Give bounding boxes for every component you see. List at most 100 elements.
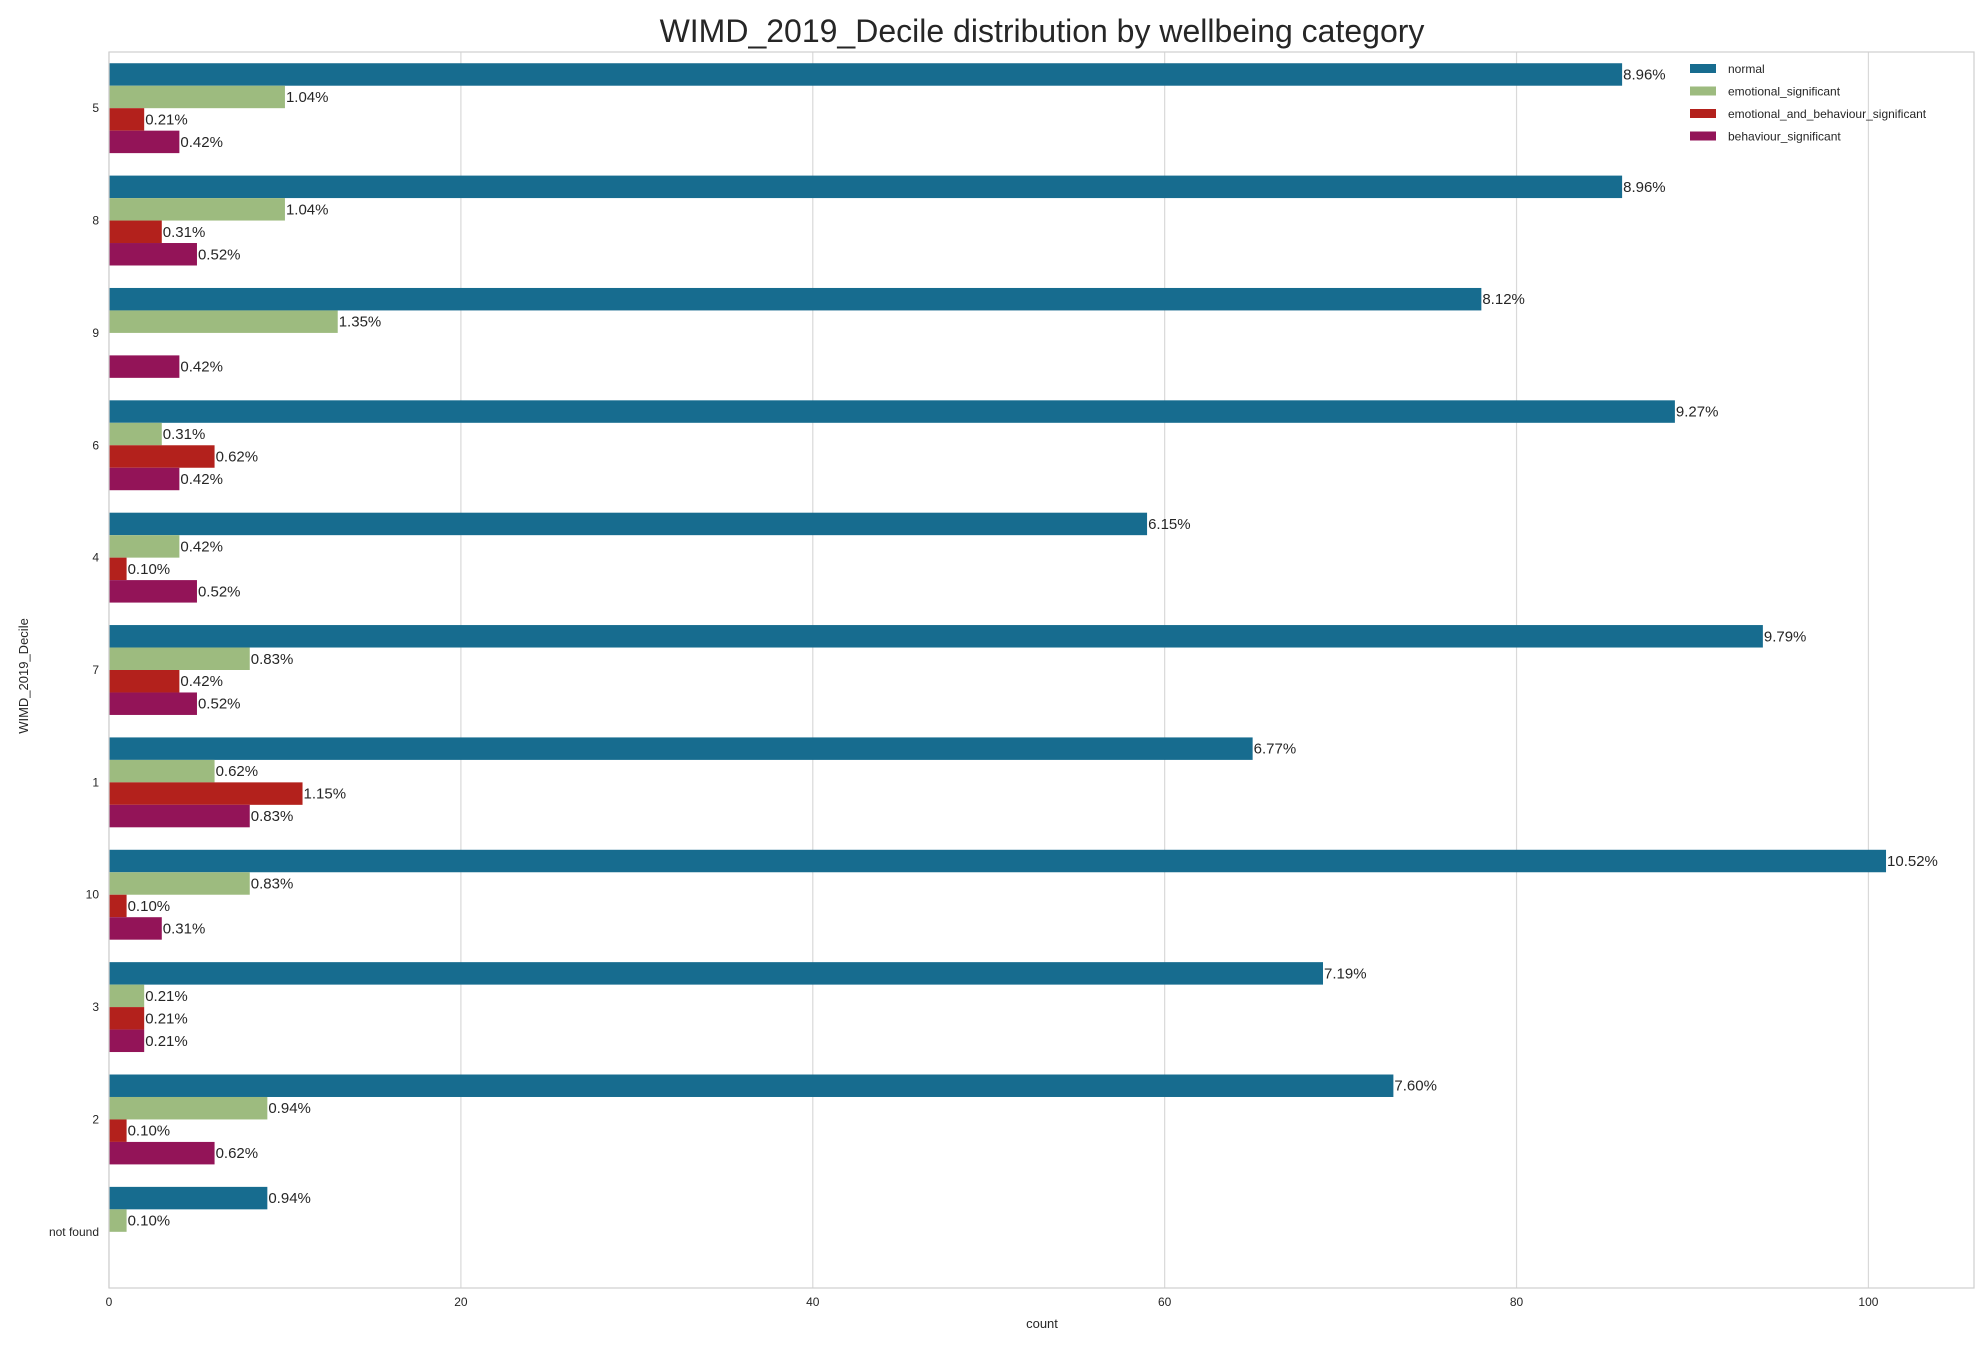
y-tick-label: 7 bbox=[92, 663, 99, 677]
y-tick-label: not found bbox=[49, 1225, 99, 1239]
bar-label: 0.21% bbox=[145, 111, 188, 128]
bar-label: 0.10% bbox=[128, 898, 171, 915]
bar-label: 0.94% bbox=[268, 1100, 311, 1117]
legend-label: emotional_significant bbox=[1728, 85, 1841, 99]
x-tick-label: 60 bbox=[1158, 1295, 1172, 1309]
bar-label: 0.62% bbox=[216, 449, 259, 466]
bar-label: 0.31% bbox=[163, 224, 206, 241]
bar-label: 1.15% bbox=[304, 786, 347, 803]
bar bbox=[109, 849, 1887, 873]
bar-label: 0.42% bbox=[180, 673, 223, 690]
legend-swatch bbox=[1690, 64, 1716, 73]
bar-labels: 8.96% 1.04% 0.21% 0.42% 8.96% 1.04% 0.31% 0.52%… bbox=[128, 66, 1938, 1229]
bar bbox=[109, 535, 180, 558]
bar bbox=[109, 1007, 145, 1030]
bar-label: 0.10% bbox=[128, 1123, 171, 1140]
bar-label: 0.21% bbox=[145, 1033, 188, 1050]
x-tick-label: 100 bbox=[1858, 1295, 1878, 1309]
legend-label: behaviour_significant bbox=[1728, 130, 1841, 144]
bar-label: 8.12% bbox=[1482, 291, 1525, 308]
y-tick-label: 1 bbox=[92, 775, 99, 789]
plot-frame bbox=[108, 51, 1975, 1289]
bar-label: 6.77% bbox=[1254, 741, 1297, 758]
x-tick-label: 20 bbox=[454, 1295, 468, 1309]
x-axis-ticks: 0 20 40 60 80 100 bbox=[106, 1295, 1879, 1309]
bar bbox=[109, 804, 250, 828]
bar-label: 6.15% bbox=[1148, 516, 1191, 533]
bar bbox=[109, 759, 215, 783]
bar bbox=[109, 782, 303, 805]
bar bbox=[109, 1186, 268, 1210]
bar bbox=[109, 108, 145, 131]
y-tick-label: 5 bbox=[92, 101, 99, 115]
bar-label: 9.79% bbox=[1764, 628, 1807, 645]
bar-label: 0.83% bbox=[251, 651, 294, 668]
bar bbox=[109, 917, 162, 940]
bar bbox=[109, 1119, 127, 1142]
bar bbox=[109, 894, 127, 918]
bar-label: 1.04% bbox=[286, 89, 329, 106]
y-tick-label: 2 bbox=[92, 1112, 99, 1126]
y-tick-label: 8 bbox=[92, 214, 99, 228]
bar bbox=[109, 580, 197, 603]
bar-label: 7.19% bbox=[1324, 965, 1367, 982]
legend-label: emotional_and_behaviour_significant bbox=[1728, 107, 1927, 121]
bar-label: 0.52% bbox=[198, 696, 241, 713]
bar bbox=[109, 1141, 215, 1165]
bars bbox=[109, 63, 1887, 1232]
bar-label: 10.52% bbox=[1887, 853, 1938, 870]
bar bbox=[109, 692, 197, 715]
bar-label: 0.42% bbox=[180, 471, 223, 488]
bar-label: 0.94% bbox=[268, 1190, 311, 1207]
y-tick-label: 9 bbox=[92, 326, 99, 340]
bar-label: 0.83% bbox=[251, 875, 294, 892]
bar bbox=[109, 1096, 268, 1120]
bar bbox=[109, 1029, 145, 1053]
bar-label: 8.96% bbox=[1623, 66, 1666, 83]
y-axis-ticks: 5 8 9 6 4 7 1 10 3 2 not found bbox=[49, 101, 99, 1239]
legend-swatch bbox=[1690, 86, 1716, 96]
bar bbox=[109, 130, 180, 154]
bar bbox=[109, 670, 180, 693]
bar bbox=[109, 1209, 127, 1232]
bar-label: 0.52% bbox=[198, 246, 241, 263]
chart-title: WIMD_2019_Decile distribution by wellbei… bbox=[660, 13, 1425, 49]
bar bbox=[109, 175, 1623, 199]
bar-label: 0.42% bbox=[180, 359, 223, 376]
bar bbox=[109, 400, 1675, 423]
x-tick-label: 80 bbox=[1510, 1295, 1524, 1309]
x-axis-label: count bbox=[1026, 1316, 1058, 1331]
bar bbox=[109, 1074, 1394, 1097]
bar-label: 0.31% bbox=[163, 426, 206, 443]
bar bbox=[109, 445, 215, 468]
bar-label: 0.10% bbox=[128, 1213, 171, 1230]
y-tick-label: 4 bbox=[92, 551, 99, 565]
bar bbox=[109, 737, 1253, 760]
bar bbox=[109, 467, 180, 491]
bar-label: 0.52% bbox=[198, 583, 241, 600]
bar bbox=[109, 872, 250, 895]
y-tick-label: 6 bbox=[92, 438, 99, 452]
bar-label: 9.27% bbox=[1676, 404, 1719, 421]
bar-label: 0.31% bbox=[163, 920, 206, 937]
bar bbox=[109, 962, 1324, 985]
bar-label: 1.04% bbox=[286, 201, 329, 218]
bar-label: 8.96% bbox=[1623, 179, 1666, 196]
bar bbox=[109, 512, 1148, 536]
bar bbox=[109, 355, 180, 378]
x-tick-label: 40 bbox=[806, 1295, 820, 1309]
bar bbox=[109, 647, 250, 670]
bar-label: 1.35% bbox=[339, 314, 382, 331]
bar bbox=[109, 220, 162, 244]
bar bbox=[109, 984, 145, 1008]
bar bbox=[109, 310, 338, 333]
y-axis-label: WIMD_2019_Decile bbox=[16, 618, 31, 734]
bar-label: 0.42% bbox=[180, 134, 223, 151]
bar-label: 7.60% bbox=[1394, 1078, 1437, 1095]
legend-label: normal bbox=[1728, 62, 1765, 76]
bar-label: 0.10% bbox=[128, 561, 171, 578]
bar bbox=[109, 625, 1763, 648]
legend-swatch bbox=[1690, 131, 1716, 141]
bar-label: 0.42% bbox=[180, 538, 223, 555]
